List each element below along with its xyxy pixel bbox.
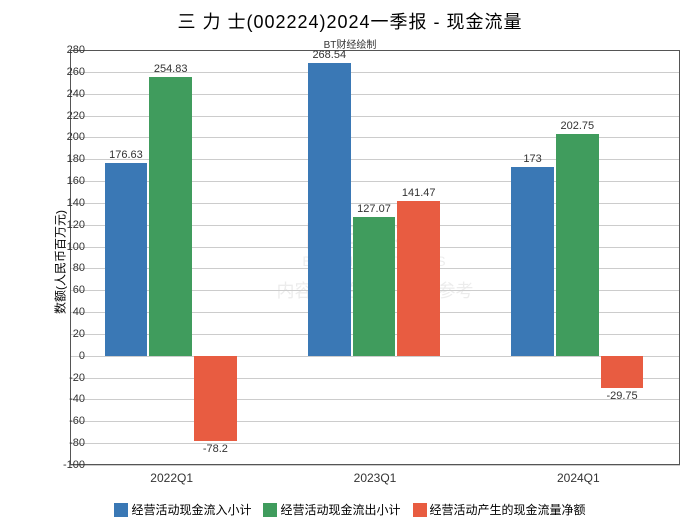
bar-value-label: -78.2 bbox=[203, 443, 228, 455]
y-tick-label: 100 bbox=[55, 241, 85, 253]
gridline bbox=[70, 399, 680, 400]
x-tick-label: 2024Q1 bbox=[557, 471, 600, 485]
legend-item: 经营活动现金流入小计 bbox=[114, 501, 251, 518]
axis-line bbox=[70, 50, 680, 51]
legend-label: 经营活动现金流入小计 bbox=[131, 503, 251, 517]
bar-value-label: 254.83 bbox=[154, 63, 188, 75]
bar-value-label: 176.63 bbox=[109, 149, 143, 161]
y-tick-label: 60 bbox=[55, 284, 85, 296]
y-tick-label: 260 bbox=[55, 66, 85, 78]
y-tick-label: -40 bbox=[55, 393, 85, 405]
y-tick-label: 120 bbox=[55, 219, 85, 231]
legend-item: 经营活动现金流出小计 bbox=[263, 501, 400, 518]
legend-swatch bbox=[413, 503, 427, 517]
bar bbox=[601, 356, 644, 388]
bar bbox=[308, 63, 351, 356]
y-tick-label: -20 bbox=[55, 372, 85, 384]
y-tick-label: 20 bbox=[55, 328, 85, 340]
legend-item: 经营活动产生的现金流量净额 bbox=[413, 501, 586, 518]
bar bbox=[556, 134, 599, 355]
y-tick-label: -100 bbox=[55, 459, 85, 471]
y-tick-label: 220 bbox=[55, 110, 85, 122]
bar bbox=[511, 167, 554, 356]
gridline bbox=[70, 465, 680, 466]
y-tick-label: 0 bbox=[55, 350, 85, 362]
y-tick-label: 160 bbox=[55, 175, 85, 187]
plot-area: BT财经 BUSINESS TIMES 内容由AI生成，仅供参考 176.632… bbox=[70, 50, 680, 465]
bar-value-label: 173 bbox=[523, 153, 541, 165]
legend-label: 经营活动产生的现金流量净额 bbox=[430, 503, 586, 517]
bar-value-label: 127.07 bbox=[357, 203, 391, 215]
gridline bbox=[70, 378, 680, 379]
legend-label: 经营活动现金流出小计 bbox=[280, 503, 400, 517]
bar-value-label: 141.47 bbox=[402, 187, 436, 199]
axis-line bbox=[679, 50, 680, 465]
axis-line bbox=[70, 464, 680, 465]
gridline bbox=[70, 356, 680, 357]
y-tick-label: 200 bbox=[55, 131, 85, 143]
x-tick-label: 2023Q1 bbox=[354, 471, 397, 485]
y-tick-label: 240 bbox=[55, 88, 85, 100]
x-tick-label: 2022Q1 bbox=[150, 471, 193, 485]
y-tick-label: -80 bbox=[55, 437, 85, 449]
bar-value-label: 268.54 bbox=[312, 49, 346, 61]
gridline bbox=[70, 421, 680, 422]
bar bbox=[397, 201, 440, 356]
y-tick-label: 280 bbox=[55, 44, 85, 56]
y-tick-label: 40 bbox=[55, 306, 85, 318]
legend: 经营活动现金流入小计 经营活动现金流出小计 经营活动产生的现金流量净额 bbox=[0, 501, 700, 518]
bar bbox=[194, 356, 237, 441]
chart-subtitle: BT财经绘制 bbox=[0, 36, 700, 51]
legend-swatch bbox=[114, 503, 128, 517]
bar-value-label: -29.75 bbox=[606, 390, 637, 402]
bar bbox=[105, 163, 148, 356]
y-tick-label: 80 bbox=[55, 262, 85, 274]
y-tick-label: 180 bbox=[55, 153, 85, 165]
bar-value-label: 202.75 bbox=[561, 120, 595, 132]
legend-swatch bbox=[263, 503, 277, 517]
y-tick-label: -60 bbox=[55, 415, 85, 427]
y-tick-label: 140 bbox=[55, 197, 85, 209]
gridline bbox=[70, 443, 680, 444]
chart-container: 三 力 士(002224)2024一季报 - 现金流量 BT财经绘制 数额(人民… bbox=[0, 0, 700, 524]
bar bbox=[353, 217, 396, 356]
chart-title: 三 力 士(002224)2024一季报 - 现金流量 bbox=[0, 0, 700, 34]
bar bbox=[149, 77, 192, 355]
